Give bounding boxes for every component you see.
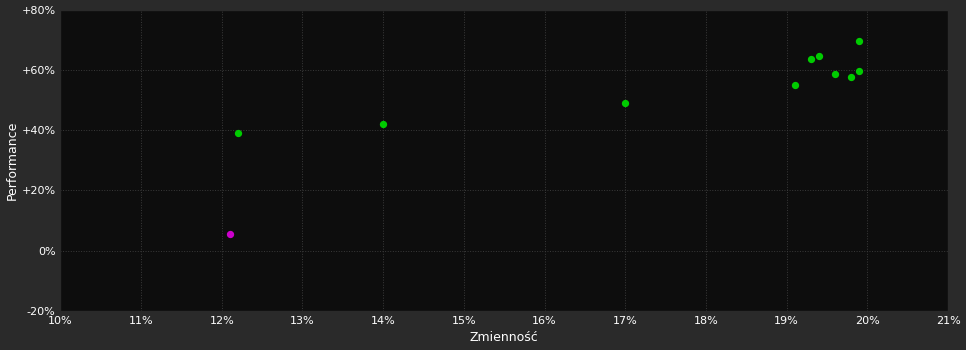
Point xyxy=(803,56,818,62)
Point xyxy=(827,71,842,77)
Point xyxy=(852,69,867,74)
Point xyxy=(811,54,827,59)
Y-axis label: Performance: Performance xyxy=(6,121,18,200)
Point xyxy=(843,75,859,80)
Point xyxy=(222,231,238,237)
Point xyxy=(230,130,245,136)
Point xyxy=(617,100,633,106)
Point xyxy=(787,82,803,88)
Point xyxy=(852,38,867,44)
Point xyxy=(376,121,391,127)
X-axis label: Zmienność: Zmienność xyxy=(469,331,539,344)
